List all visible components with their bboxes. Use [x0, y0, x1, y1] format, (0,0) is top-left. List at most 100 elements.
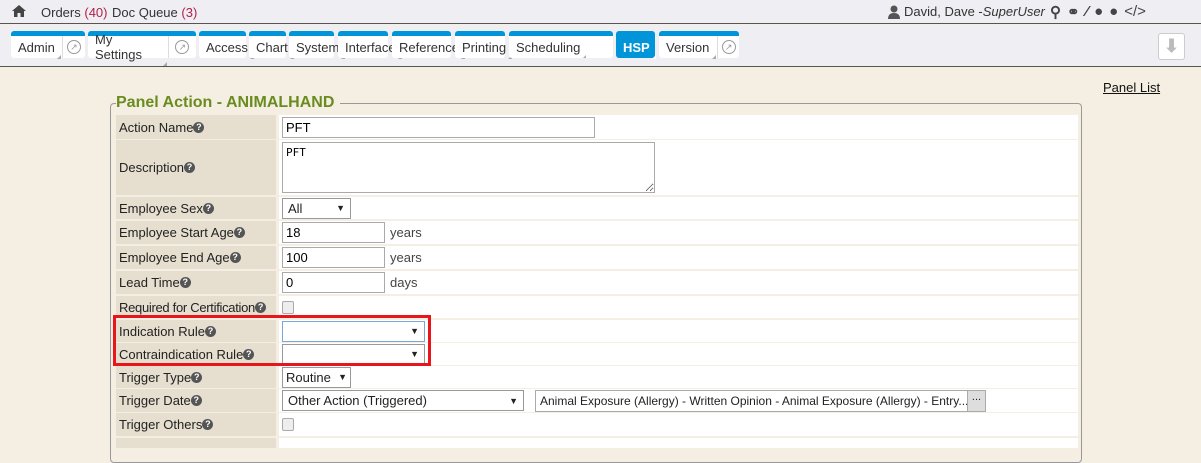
- help-icon[interactable]: ?: [202, 202, 214, 214]
- user-role: SuperUser: [982, 4, 1045, 19]
- code-icon[interactable]: </>: [1124, 3, 1146, 20]
- panel-title: Panel Action - ANIMALHAND: [116, 94, 341, 112]
- tab-scheduling[interactable]: Scheduling: [509, 31, 613, 58]
- top-bar: Orders (40) Doc Queue (3) David, Dave - …: [0, 0, 1201, 24]
- doc-queue-label: Doc Queue: [112, 5, 178, 20]
- tab-label: Chart: [249, 40, 295, 59]
- tab-label: My Settings: [88, 32, 168, 66]
- trigger-date-select[interactable]: Other Action (Triggered): [282, 390, 524, 411]
- row-required-certification: Required for Certification?: [116, 296, 1078, 318]
- selected-value: All: [288, 200, 303, 216]
- description-textarea[interactable]: PFT: [282, 142, 655, 193]
- tab-version[interactable]: Version ↗: [659, 31, 739, 59]
- start-age-input[interactable]: [282, 222, 385, 243]
- row-indication-rule: Indication Rule?: [116, 320, 1078, 342]
- selected-value: Routine: [286, 369, 331, 385]
- row-trigger-others: Trigger Others?: [116, 413, 1078, 436]
- field-label: Trigger Type: [119, 369, 192, 385]
- tab-interface[interactable]: Interface: [338, 31, 402, 59]
- picker-button[interactable]: ...: [967, 390, 985, 411]
- row-contraindication-rule: Contraindication Rule?: [116, 343, 1078, 365]
- field-label: Employee End Age: [119, 250, 230, 265]
- field-label: Trigger Date: [119, 393, 191, 408]
- field-label: Employee Sex: [119, 200, 203, 216]
- field-label: Employee Start Age: [119, 225, 234, 240]
- trigger-type-select[interactable]: Routine: [282, 366, 351, 388]
- lead-time-input[interactable]: [282, 272, 385, 293]
- end-age-input[interactable]: [282, 247, 385, 268]
- selected-value: Other Action (Triggered): [288, 393, 427, 408]
- help-icon[interactable]: ?: [179, 277, 191, 288]
- indication-rule-select[interactable]: [282, 320, 425, 342]
- help-icon[interactable]: ?: [190, 395, 202, 406]
- orders-link[interactable]: Orders (40): [41, 5, 107, 20]
- field-label: Contraindication Rule: [119, 346, 244, 362]
- tab-access[interactable]: Access: [199, 31, 254, 59]
- highlight-box: [113, 315, 431, 366]
- unit-label: years: [390, 250, 422, 265]
- employee-sex-select[interactable]: All: [282, 197, 351, 219]
- help-icon[interactable]: ?: [255, 301, 266, 313]
- field-label: Lead Time: [119, 275, 180, 290]
- doc-queue-count: (3): [181, 5, 198, 20]
- tab-admin[interactable]: Admin ↗: [11, 31, 85, 59]
- field-label: Indication Rule: [119, 323, 205, 339]
- row-end-age: Employee End Age? years: [116, 246, 1078, 269]
- download-button[interactable]: ⬇: [1158, 33, 1185, 60]
- field-label: Required for Certification: [119, 299, 255, 315]
- doc-queue-link[interactable]: Doc Queue (3): [112, 5, 197, 20]
- tab-my-settings[interactable]: My Settings ↗: [88, 31, 196, 66]
- action-name-input[interactable]: [282, 116, 595, 138]
- orders-label: Orders: [41, 5, 81, 20]
- open-external-icon[interactable]: ↗: [717, 36, 739, 58]
- row-employee-sex: Employee Sex? All: [116, 197, 1078, 219]
- unit-label: days: [390, 275, 418, 290]
- search-icon[interactable]: ⚲: [1050, 4, 1061, 21]
- arrow-down-icon: ⬇: [1163, 36, 1180, 56]
- required-certification-checkbox[interactable]: [282, 300, 294, 314]
- row-start-age: Employee Start Age? years: [116, 221, 1078, 244]
- tab-chart[interactable]: Chart: [249, 31, 294, 59]
- tab-system[interactable]: System: [289, 31, 346, 59]
- tab-label: Scheduling: [509, 40, 587, 58]
- link-icon[interactable]: ⚭: [1067, 4, 1080, 21]
- tab-hsp[interactable]: HSP: [616, 31, 657, 59]
- help-icon[interactable]: ●: [1109, 3, 1119, 20]
- tab-reference[interactable]: Reference: [392, 31, 465, 59]
- help-icon[interactable]: ?: [191, 371, 203, 383]
- help-icon[interactable]: ?: [243, 348, 255, 360]
- row-lead-time: Lead Time? days: [116, 271, 1078, 294]
- help-icon[interactable]: ?: [193, 121, 205, 133]
- help-icon[interactable]: ?: [205, 325, 216, 337]
- tab-label: Version: [659, 40, 717, 59]
- tab-label: Access: [199, 40, 255, 59]
- user-name: David, Dave -: [904, 4, 983, 19]
- row-description: Description? PFT: [116, 140, 1078, 195]
- help-icon[interactable]: ?: [229, 252, 241, 263]
- main-tabs: Admin ↗ My Settings ↗ Access Chart System …: [0, 25, 1201, 67]
- row-trigger-type: Trigger Type? Routine: [116, 366, 1078, 388]
- open-external-icon[interactable]: ↗: [167, 36, 196, 58]
- magic-wand-icon[interactable]: ⁄: [1085, 3, 1089, 20]
- trigger-action-value: Animal Exposure (Allergy) - Written Opin…: [540, 393, 967, 408]
- field-label: Trigger Others: [119, 417, 203, 432]
- orders-count: (40): [84, 5, 108, 20]
- trigger-action-picker[interactable]: Animal Exposure (Allergy) - Written Opin…: [535, 389, 986, 412]
- help-icon[interactable]: ?: [184, 162, 196, 173]
- trigger-others-checkbox[interactable]: [282, 418, 294, 431]
- tab-label: Admin: [11, 40, 62, 59]
- field-label: Action Name: [119, 119, 194, 135]
- panel-list-link[interactable]: Panel List: [1103, 80, 1161, 95]
- tab-printing[interactable]: Printing: [455, 31, 513, 59]
- field-label: Description: [119, 160, 185, 175]
- tab-label: HSP: [616, 40, 657, 59]
- row-trigger-date: Trigger Date? Other Action (Triggered) A…: [116, 389, 1078, 412]
- help-icon[interactable]: ?: [202, 419, 214, 430]
- home-icon[interactable]: [11, 4, 27, 18]
- tab-label: Printing: [455, 40, 513, 59]
- open-external-icon[interactable]: ↗: [61, 36, 85, 58]
- globe-icon[interactable]: ●: [1094, 3, 1104, 20]
- user-icon: [888, 5, 900, 19]
- user-info[interactable]: David, Dave - SuperUser: [888, 4, 1045, 19]
- help-icon[interactable]: ?: [233, 227, 245, 238]
